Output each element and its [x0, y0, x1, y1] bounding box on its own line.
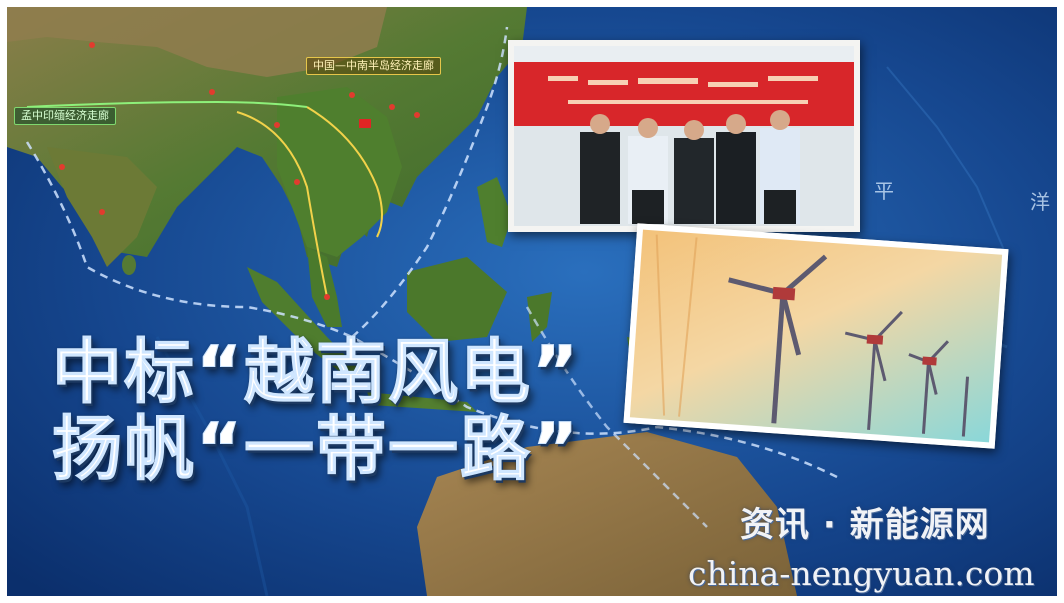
wind-turbine-photo: [623, 223, 1009, 449]
sea-label-yang: 洋: [1030, 190, 1050, 214]
headline-line-1: 中标“越南风电”: [51, 331, 581, 413]
china-indochina-corridor-label: 中国—中南半岛经济走廊: [306, 57, 441, 75]
bcim-corridor-label: 孟中印缅经济走廊: [14, 107, 116, 125]
group-photo: [508, 40, 860, 232]
watermark-cn: 资讯 · 新能源网: [740, 505, 990, 545]
watermark-en: china-nengyuan.com: [688, 554, 1035, 593]
sea-label-ping: 平: [874, 179, 894, 203]
headline-line-2: 扬帆“一带一路”: [51, 408, 581, 490]
